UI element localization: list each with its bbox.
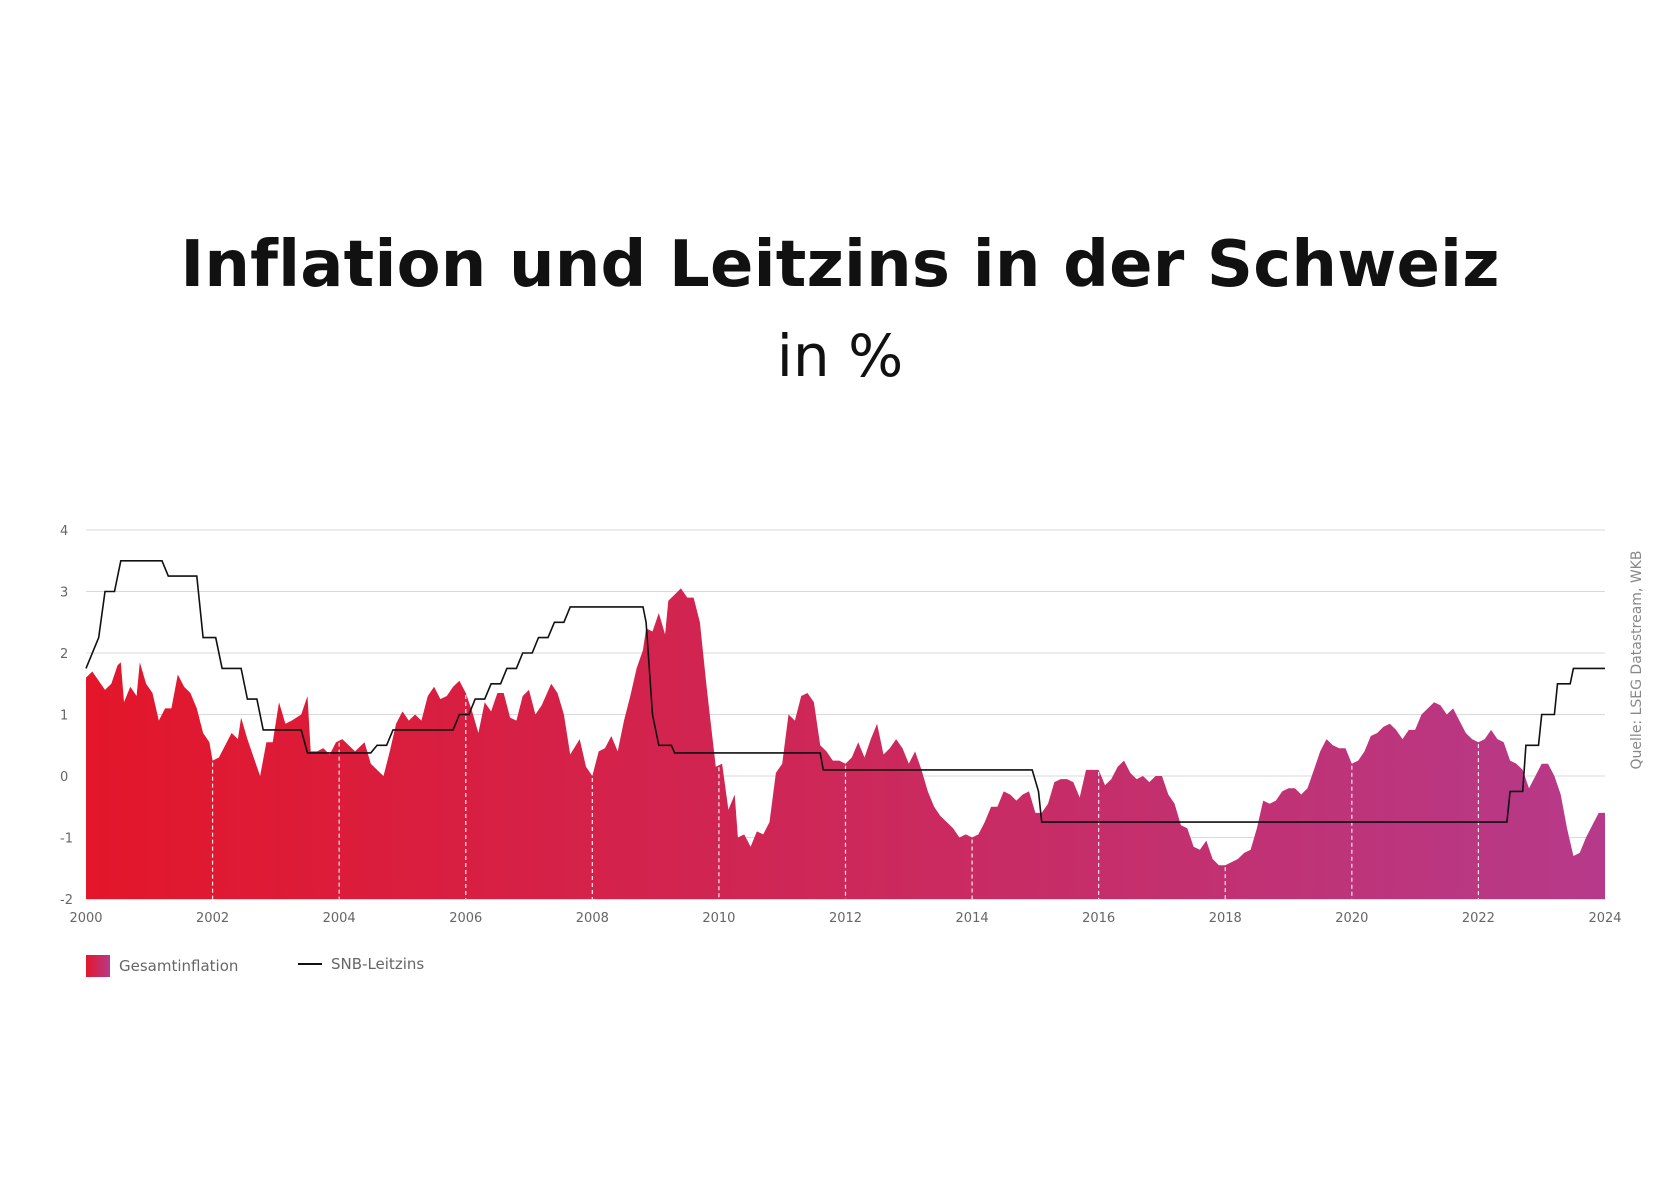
x-tick-label-2002: 2002 — [196, 911, 229, 926]
legend-swatch-inflation — [86, 955, 110, 977]
y-tick-label-1: 1 — [60, 709, 68, 724]
y-tick-label--2: -2 — [60, 893, 73, 908]
x-axis-ticks: 2000 2002 2004 2006 2008 2010 2012 2014 2016 2018… — [69, 911, 1621, 926]
y-tick-label-3: 3 — [60, 586, 68, 601]
rate-line-layer — [85, 559, 1605, 823]
y-tick-label-2: 2 — [60, 647, 68, 662]
x-tick-label-2006: 2006 — [449, 911, 482, 926]
legend-label-inflation: Gesamtinflation — [119, 957, 239, 975]
x-tick-label-2022: 2022 — [1462, 911, 1495, 926]
x-tick-label-2024: 2024 — [1588, 911, 1621, 926]
rate-line — [85, 559, 1605, 823]
legend-label-rate: SNB-Leitzins — [331, 955, 425, 973]
y-tick-label-0: 0 — [60, 770, 68, 785]
x-tick-label-2004: 2004 — [323, 911, 356, 926]
legend-item-inflation: Gesamtinflation — [86, 955, 238, 977]
x-tick-label-2016: 2016 — [1082, 911, 1115, 926]
legend-swatch-rate — [298, 963, 322, 965]
x-tick-label-2008: 2008 — [576, 911, 609, 926]
x-tick-label-2010: 2010 — [702, 911, 735, 926]
y-axis-ticks: -2 -1 0 1 2 3 4 — [60, 524, 73, 908]
x-tick-label-2018: 2018 — [1209, 911, 1242, 926]
year-dashed-lines — [211, 694, 1480, 899]
source-note: Quelle: LSEG Datastream, WKB — [1629, 550, 1645, 770]
x-tick-label-2000: 2000 — [69, 911, 102, 926]
chart-subtitle: in % — [776, 322, 904, 390]
x-tick-label-2014: 2014 — [956, 911, 989, 926]
y-tick-label--1: -1 — [60, 832, 73, 847]
chart-title: Inflation und Leitzins in der Schweiz — [180, 228, 1500, 302]
x-tick-label-2020: 2020 — [1335, 911, 1368, 926]
legend-item-rate: SNB-Leitzins — [298, 955, 424, 973]
x-tick-label-2012: 2012 — [829, 911, 862, 926]
y-tick-label-4: 4 — [60, 524, 68, 539]
